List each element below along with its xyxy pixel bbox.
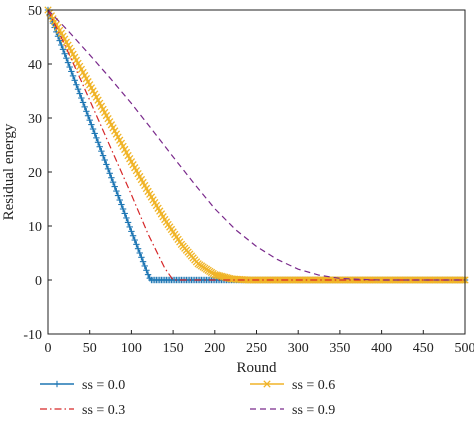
series-layer — [44, 6, 469, 284]
series-ss-0-6 — [44, 6, 469, 284]
data-point-marker — [138, 254, 145, 261]
series-ss-0-0 — [44, 6, 469, 284]
data-point-marker — [89, 125, 97, 133]
series-line — [47, 9, 465, 281]
data-point-marker — [111, 183, 118, 190]
legend-marker — [263, 380, 271, 388]
data-point-marker — [81, 103, 88, 111]
data-point-marker — [93, 134, 100, 142]
legend-item: ss = 0.3 — [40, 403, 125, 418]
data-point-marker — [141, 262, 148, 270]
data-point-marker — [69, 72, 77, 80]
x-axis-ticks: 0 50 100 150 200 250 300 350 400 450 500 — [45, 330, 474, 356]
data-point-marker — [128, 228, 135, 235]
data-point-marker — [79, 99, 87, 106]
data-point-marker — [74, 85, 82, 93]
data-point-marker — [124, 219, 132, 226]
x-tick-label: 50 — [83, 341, 97, 356]
legend-item: ss = 0.6 — [250, 378, 335, 393]
data-point-marker — [84, 112, 92, 119]
plot-frame — [47, 9, 466, 335]
data-point-marker — [109, 178, 117, 186]
x-tick-label: 350 — [329, 341, 350, 356]
x-tick-label: 450 — [413, 341, 434, 356]
data-point-marker — [56, 37, 63, 44]
series-line — [47, 9, 465, 281]
data-point-marker — [101, 156, 108, 164]
data-point-marker — [114, 192, 122, 199]
data-point-marker — [98, 147, 105, 155]
data-point-marker — [139, 258, 147, 265]
data-point-marker — [76, 90, 83, 97]
series-ss-0-3 — [47, 9, 465, 281]
data-point-marker — [126, 223, 133, 231]
legend-label: ss = 0.9 — [292, 403, 335, 418]
data-point-marker — [133, 241, 140, 248]
series-ss-0-9 — [47, 9, 465, 281]
data-point-marker — [108, 174, 115, 181]
data-point-marker — [136, 249, 143, 257]
y-axis-ticks: -10 0 10 20 30 40 50 — [23, 4, 52, 343]
data-point-marker — [61, 50, 68, 57]
x-tick-label: 300 — [288, 341, 309, 356]
y-tick-label: -10 — [23, 328, 42, 343]
y-axis-title: Residual energy — [1, 123, 17, 220]
data-point-marker — [96, 143, 103, 150]
data-point-marker — [129, 232, 137, 239]
series-line — [47, 9, 465, 281]
x-tick-label: 400 — [371, 341, 392, 356]
y-tick-label: 20 — [28, 166, 42, 181]
data-point-marker — [64, 59, 72, 66]
legend-label: ss = 0.3 — [82, 403, 125, 418]
data-point-marker — [66, 63, 73, 71]
data-point-marker — [119, 205, 127, 213]
legend-item: ss = 0.0 — [40, 378, 125, 393]
data-point-marker — [78, 94, 85, 102]
legend-item: ss = 0.9 — [250, 403, 335, 418]
x-tick-label: 250 — [246, 341, 267, 356]
legend: ss = 0.0 ss = 0.6 ss = 0.3 ss = 0.9 — [40, 378, 335, 418]
data-point-marker — [116, 196, 123, 204]
y-tick-label: 10 — [28, 220, 42, 235]
data-point-marker — [83, 108, 90, 115]
legend-label: ss = 0.0 — [82, 378, 125, 393]
data-point-marker — [71, 77, 78, 84]
data-point-marker — [91, 130, 98, 137]
y-tick-label: 30 — [28, 112, 42, 127]
data-point-marker — [123, 214, 130, 222]
y-tick-label: 0 — [35, 274, 42, 289]
x-tick-label: 0 — [45, 341, 52, 356]
x-tick-label: 100 — [121, 341, 142, 356]
data-point-marker — [99, 152, 107, 159]
data-point-marker — [103, 161, 110, 168]
data-point-marker — [73, 81, 80, 88]
data-point-marker — [143, 267, 150, 274]
data-point-marker — [118, 201, 125, 208]
data-point-marker — [63, 54, 70, 62]
series-line — [47, 9, 465, 281]
data-point-marker — [104, 165, 112, 173]
data-point-marker — [59, 46, 67, 53]
x-tick-label: 500 — [455, 341, 474, 356]
x-axis-title: Round — [236, 360, 277, 376]
data-point-marker — [88, 121, 95, 128]
data-point-marker — [94, 139, 102, 146]
data-point-marker — [134, 245, 142, 252]
data-point-marker — [121, 210, 128, 217]
data-point-marker — [144, 271, 152, 278]
x-tick-label: 150 — [163, 341, 184, 356]
data-point-marker — [131, 236, 138, 244]
data-point-marker — [68, 68, 75, 75]
axes — [47, 9, 466, 335]
legend-label: ss = 0.6 — [292, 378, 335, 393]
y-tick-label: 50 — [28, 4, 42, 19]
legend-marker — [53, 380, 61, 388]
data-point-marker — [86, 116, 93, 124]
data-point-marker — [113, 187, 120, 195]
data-point-marker — [106, 170, 113, 177]
y-tick-label: 40 — [28, 58, 42, 73]
x-tick-label: 200 — [204, 341, 225, 356]
